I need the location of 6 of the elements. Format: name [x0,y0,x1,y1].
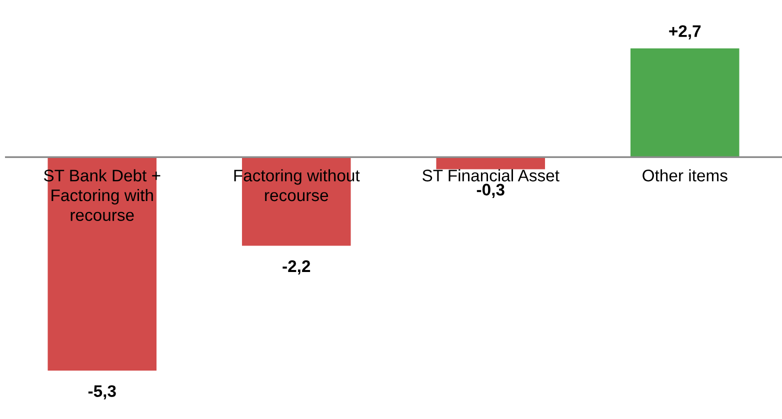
data-label: -0,3 [476,184,504,198]
x-tick-label: ST Financial Asset [422,169,560,182]
data-label: +2,7 [669,25,701,40]
data-label: -2,2 [282,260,310,275]
x-tick-label: Other items [642,169,728,182]
data-label: -5,3 [88,385,116,400]
